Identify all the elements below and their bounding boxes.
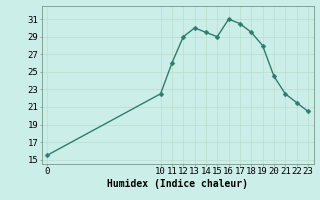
X-axis label: Humidex (Indice chaleur): Humidex (Indice chaleur) [107,179,248,189]
